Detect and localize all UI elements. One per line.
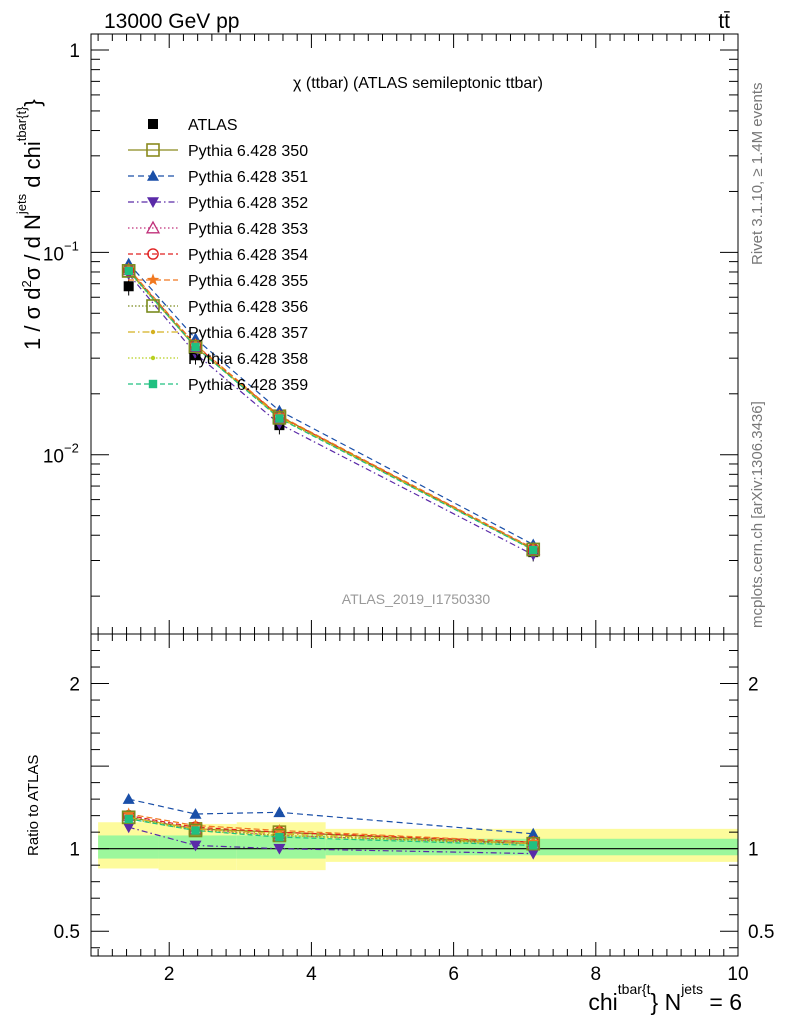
series-marker-ratio (122, 793, 135, 804)
series-line-ratio (128, 798, 534, 835)
svg-text:1 / σ d2σ / d Njets d chitbar{: 1 / σ d2σ / d Njets d chitbar{t}} (14, 99, 45, 350)
atlas-data-point (123, 281, 134, 292)
series-marker-main (124, 266, 133, 276)
series-marker-main (272, 411, 287, 425)
series-marker-main (191, 342, 200, 352)
y-tick-label-ratio: 1 (69, 840, 80, 861)
legend-label-atlas: ATLAS (188, 117, 238, 134)
series-marker-main (275, 414, 284, 423)
legend-label: Pythia 6.428 358 (188, 351, 308, 368)
legend: ATLAS Pythia 6.428 350 Pythia 6.428 351 Pyt… (128, 117, 308, 394)
series-line-ratio (128, 815, 534, 843)
x-tick-label: 10 (727, 964, 748, 985)
ratio-panel-axes: 2 4 6 8 100.5 0.51 12 2 (54, 633, 774, 985)
series-marker-ratio (273, 806, 286, 818)
series-marker-main (526, 542, 541, 557)
ratio-panel-frame (90, 633, 739, 957)
y-tick-label-ratio: 0.5 (54, 922, 80, 943)
legend-marker-atlas (148, 119, 158, 129)
legend-label: Pythia 6.428 357 (188, 325, 308, 342)
legend-marker (146, 143, 160, 157)
y-tick-exponent-main: −2 (64, 441, 79, 456)
x-tick-label: 2 (164, 964, 175, 985)
series-marker-ratio (273, 843, 286, 855)
plot-title: χ (ttbar) (ATLAS semileptonic ttbar) (293, 75, 543, 92)
series-marker-main (188, 339, 203, 354)
rivet-version-label: Rivet 3.1.10, ≥ 1.4M events (749, 83, 766, 266)
series-marker-ratio (191, 826, 200, 835)
series-marker-ratio (527, 848, 540, 860)
y-axis-title-main: 1 / σ d2σ / d Njets d chitbar{t}} (14, 99, 45, 350)
y-axis-title-ratio: Ratio to ATLAS (25, 755, 42, 856)
header-final-state: tt̄ (718, 10, 730, 33)
y-tick-label-main: 1 (69, 41, 80, 62)
x-axis-title: chitbar{t} Njets = 6 (588, 981, 742, 1015)
legend-marker (147, 248, 159, 260)
series-marker-ratio (189, 840, 202, 852)
series-marker-ratio (275, 832, 284, 842)
series-line-ratio (128, 818, 534, 846)
analysis-watermark: ATLAS_2019_I1750330 (342, 591, 491, 607)
series-marker-ratio (189, 807, 202, 819)
series-marker-ratio (526, 836, 541, 851)
legend-marker (146, 299, 160, 313)
legend-label: Pythia 6.428 359 (188, 377, 308, 394)
series-line-main (128, 268, 534, 549)
series-line-ratio (128, 818, 534, 846)
x-tick-label: 6 (448, 964, 459, 985)
series-line-main (128, 270, 534, 551)
series-marker-ratio (529, 841, 538, 850)
series-marker-ratio (124, 814, 133, 824)
legend-label: Pythia 6.428 353 (188, 221, 308, 238)
series-line-ratio (128, 813, 534, 843)
main-panel-axes: 110−110−2 (43, 33, 739, 635)
series-marker-ratio (121, 810, 136, 825)
y-tick-label-main: 10 (43, 447, 64, 468)
y-tick-label-ratio-right: 2 (748, 675, 759, 696)
legend-marker (147, 197, 159, 208)
series-marker-main (189, 348, 202, 360)
y-tick-label-ratio-right: 0.5 (748, 922, 774, 943)
x-tick-label: 8 (591, 964, 602, 985)
mcplots-source-label: mcplots.cern.ch [arXiv:1306.3436] (749, 401, 766, 628)
legend-label: Pythia 6.428 355 (188, 273, 308, 290)
ratio-panel-curves (121, 793, 541, 860)
series-line-main (128, 273, 534, 556)
legend-label: Pythia 6.428 352 (188, 195, 308, 212)
main-panel-markers (121, 257, 541, 562)
series-marker-ratio (122, 807, 135, 820)
series-line-main (128, 263, 534, 546)
legend-label: Pythia 6.428 354 (188, 247, 308, 264)
y-tick-label-ratio-right: 1 (748, 840, 759, 861)
y-tick-label-main: 10 (43, 244, 64, 265)
series-marker-main (529, 545, 538, 555)
legend-marker (148, 379, 158, 389)
y-tick-label-ratio: 2 (69, 675, 80, 696)
series-line-ratio (128, 816, 534, 845)
legend-marker (150, 355, 156, 361)
series-marker-main (121, 264, 136, 278)
legend-label: Pythia 6.428 356 (188, 299, 308, 316)
legend-marker (145, 220, 161, 234)
series-marker-ratio (122, 822, 135, 834)
legend-label: Pythia 6.428 350 (188, 143, 308, 160)
series-marker-ratio (527, 827, 540, 839)
legend-marker (150, 329, 156, 335)
legend-marker (146, 273, 160, 286)
legend-marker (147, 170, 159, 181)
header-process: 13000 GeV pp (104, 10, 239, 33)
y-tick-exponent-main: −1 (64, 238, 79, 253)
x-tick-label: 4 (306, 964, 317, 985)
legend-label: Pythia 6.428 351 (188, 169, 308, 186)
main-panel-curves (128, 263, 534, 556)
ratio-band-green (98, 835, 159, 859)
series-line-ratio (128, 826, 534, 855)
